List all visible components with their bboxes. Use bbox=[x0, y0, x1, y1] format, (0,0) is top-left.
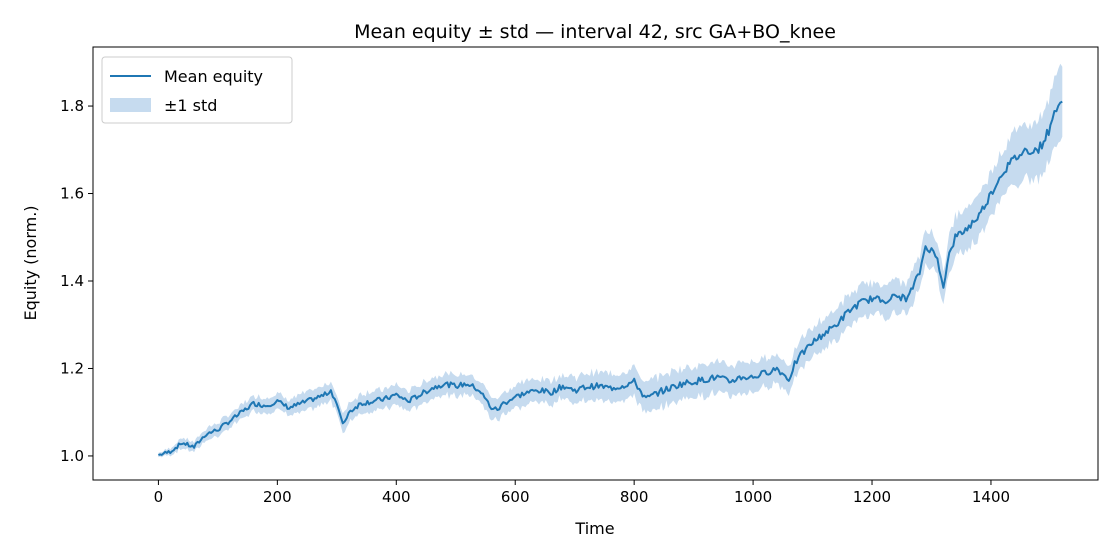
y-tick-label: 1.4 bbox=[60, 272, 84, 290]
x-axis-title: Time bbox=[574, 519, 614, 538]
y-tick-label: 1.0 bbox=[60, 447, 84, 465]
y-tick-label: 1.2 bbox=[60, 359, 84, 377]
plot-area bbox=[158, 63, 1063, 458]
x-tick-label: 0 bbox=[154, 488, 164, 506]
legend-label-std: ±1 std bbox=[164, 96, 217, 115]
plot-frame bbox=[92, 46, 1099, 481]
std-band bbox=[158, 63, 1063, 458]
legend: Mean equity ±1 std bbox=[101, 56, 293, 124]
mean-equity-line bbox=[158, 100, 1063, 457]
legend-label-mean: Mean equity bbox=[164, 67, 263, 86]
legend-band-swatch bbox=[110, 98, 151, 112]
y-axis-title: Equity (norm.) bbox=[21, 205, 40, 320]
x-tick-label: 1400 bbox=[972, 488, 1010, 506]
x-tick-label: 1200 bbox=[853, 488, 891, 506]
x-tick-label: 400 bbox=[382, 488, 411, 506]
x-tick-label: 200 bbox=[263, 488, 292, 506]
x-axis: 0 200 400 600 800 1000 1200 1400 bbox=[154, 480, 1010, 506]
x-tick-label: 600 bbox=[501, 488, 530, 506]
y-tick-label: 1.8 bbox=[60, 97, 84, 115]
x-tick-label: 800 bbox=[620, 488, 649, 506]
x-tick-label: 1000 bbox=[734, 488, 772, 506]
y-tick-label: 1.6 bbox=[60, 185, 84, 203]
chart-title: Mean equity ± std — interval 42, src GA+… bbox=[354, 21, 836, 43]
y-axis: 1.0 1.2 1.4 1.6 1.8 bbox=[60, 97, 93, 465]
